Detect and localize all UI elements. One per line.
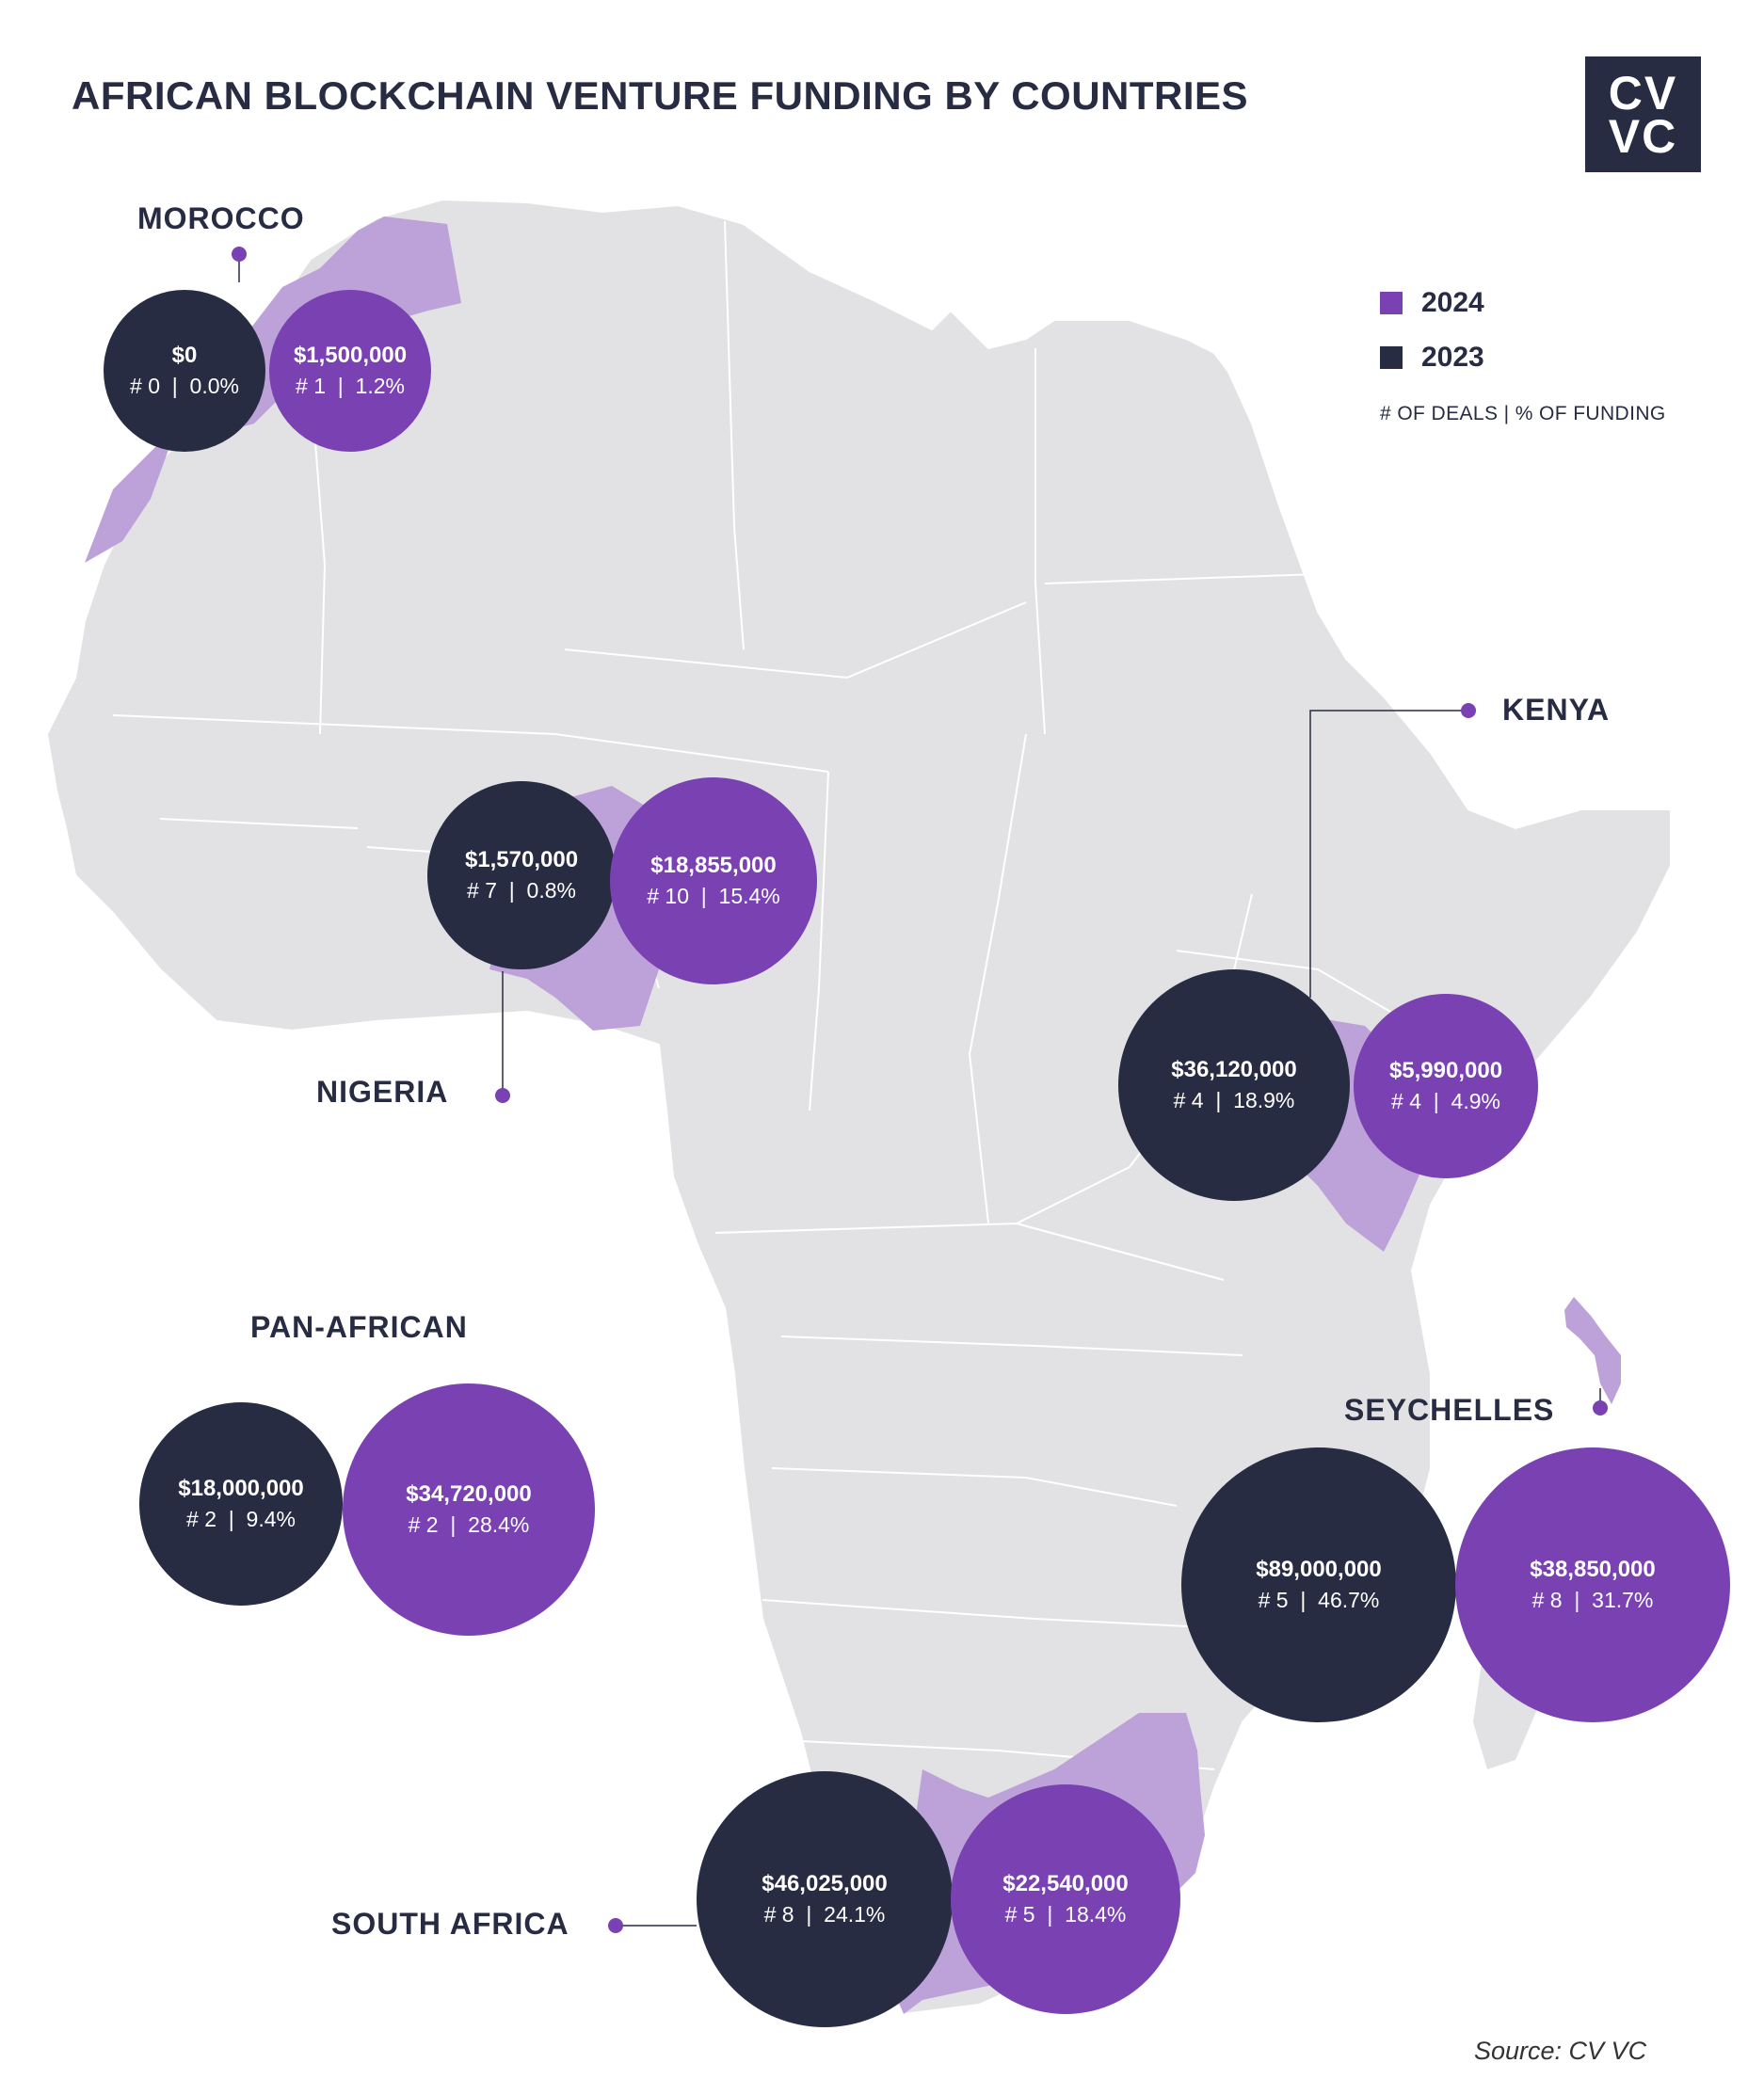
seychelles-dot xyxy=(1593,1400,1608,1415)
morocco-2023-bubble: $0 # 0 | 0.0% xyxy=(104,290,265,452)
legend-note: # OF DEALS | % OF FUNDING xyxy=(1380,403,1666,424)
nigeria-2023-meta: # 7 | 0.8% xyxy=(467,878,576,903)
kenya-2024-bubble: $5,990,000 # 4 | 4.9% xyxy=(1354,994,1538,1178)
south-africa-2023-meta: # 8 | 24.1% xyxy=(763,1902,886,1927)
pan-african-2023-share: 9.4% xyxy=(246,1507,296,1531)
kenya-2023-deals: # 4 xyxy=(1173,1088,1204,1112)
south-africa-2024-deals: # 5 xyxy=(1004,1902,1035,1927)
nigeria-2023-bubble: $1,570,000 # 7 | 0.8% xyxy=(427,781,616,969)
morocco-2024-deals: # 1 xyxy=(296,374,326,398)
nigeria-2023-deals: # 7 xyxy=(467,878,497,903)
seychelles-2024-meta: # 8 | 31.7% xyxy=(1531,1588,1654,1612)
nigeria-2024-share: 15.4% xyxy=(718,884,780,908)
pan-african-2023-meta: # 2 | 9.4% xyxy=(186,1507,296,1531)
page-title: AFRICAN BLOCKCHAIN VENTURE FUNDING BY CO… xyxy=(72,73,1249,118)
pan-african-2024-share: 28.4% xyxy=(468,1512,530,1537)
kenya-2024-deals: # 4 xyxy=(1391,1089,1421,1113)
pan-african-2023-bubble: $18,000,000 # 2 | 9.4% xyxy=(139,1402,343,1606)
seychelles-2024-bubble: $38,850,000 # 8 | 31.7% xyxy=(1455,1447,1730,1722)
morocco-2024-meta: # 1 | 1.2% xyxy=(296,374,405,398)
morocco-2023-deals: # 0 xyxy=(130,374,160,398)
seychelles-shape xyxy=(1564,1297,1621,1404)
country-label-morocco: MOROCCO xyxy=(137,201,305,235)
south-africa-2024-share: 18.4% xyxy=(1065,1902,1127,1927)
morocco-2023-amount: $0 xyxy=(171,343,198,368)
south-africa-2023-amount: $46,025,000 xyxy=(762,1871,888,1896)
seychelles-2024-deals: # 8 xyxy=(1531,1588,1563,1612)
country-label-kenya: KENYA xyxy=(1502,693,1611,727)
nigeria-2024-deals: # 10 xyxy=(647,884,689,908)
kenya-2023-bubble: $36,120,000 # 4 | 18.9% xyxy=(1118,969,1350,1201)
morocco-2024-share: 1.2% xyxy=(355,374,405,398)
nigeria-2024-meta: # 10 | 15.4% xyxy=(647,884,780,908)
logo-line-1: CV xyxy=(1608,66,1678,120)
country-label-south-africa: SOUTH AFRICA xyxy=(331,1907,569,1941)
morocco-2024-amount: $1,500,000 xyxy=(293,343,408,368)
kenya-2024-meta: # 4 | 4.9% xyxy=(1391,1089,1500,1113)
seychelles-2023-amount: $89,000,000 xyxy=(1256,1557,1382,1582)
country-label-nigeria: NIGERIA xyxy=(316,1075,449,1109)
south-africa-2024-amount: $22,540,000 xyxy=(1002,1871,1129,1896)
nigeria-2023-amount: $1,570,000 xyxy=(464,847,579,872)
seychelles-2023-share: 46.7% xyxy=(1318,1588,1380,1612)
legend-label-2024: 2024 xyxy=(1421,287,1484,318)
south-africa-2024-meta: # 5 | 18.4% xyxy=(1004,1902,1127,1927)
legend-label-2023: 2023 xyxy=(1421,342,1484,373)
pan-african-2024-bubble: $34,720,000 # 2 | 28.4% xyxy=(343,1383,595,1636)
pan-african-2023-amount: $18,000,000 xyxy=(178,1476,304,1501)
seychelles-2023-deals: # 5 xyxy=(1258,1588,1289,1612)
country-label-seychelles: SEYCHELLES xyxy=(1344,1393,1555,1427)
south-africa-2023-share: 24.1% xyxy=(824,1902,886,1927)
legend-swatch-2023 xyxy=(1380,346,1403,369)
legend-swatch-2024 xyxy=(1380,292,1403,314)
south-africa-dot xyxy=(608,1918,623,1933)
nigeria-2023-share: 0.8% xyxy=(526,878,576,903)
cvvc-logo: CV VC xyxy=(1585,56,1701,172)
pan-african-2024-deals: # 2 xyxy=(408,1512,439,1537)
morocco-2023-share: 0.0% xyxy=(189,374,239,398)
legend-item-2024: 2024 xyxy=(1380,287,1484,318)
kenya-dot xyxy=(1461,703,1476,718)
seychelles-2023-meta: # 5 | 46.7% xyxy=(1258,1588,1380,1612)
pan-african-2024-amount: $34,720,000 xyxy=(406,1481,532,1507)
south-africa-2023-deals: # 8 xyxy=(763,1902,794,1927)
kenya-2023-amount: $36,120,000 xyxy=(1171,1057,1297,1082)
morocco-2024-bubble: $1,500,000 # 1 | 1.2% xyxy=(269,290,431,452)
leader-dots xyxy=(232,247,1608,1933)
nigeria-dot xyxy=(495,1088,510,1103)
kenya-2023-share: 18.9% xyxy=(1233,1088,1295,1112)
morocco-dot xyxy=(232,247,247,262)
south-africa-2024-bubble: $22,540,000 # 5 | 18.4% xyxy=(951,1784,1180,2014)
kenya-2024-share: 4.9% xyxy=(1451,1089,1500,1113)
legend-item-2023: 2023 xyxy=(1380,342,1484,373)
pan-african-2023-deals: # 2 xyxy=(186,1507,216,1531)
seychelles-2023-bubble: $89,000,000 # 5 | 46.7% xyxy=(1181,1447,1456,1722)
pan-african-2024-meta: # 2 | 28.4% xyxy=(408,1512,530,1537)
seychelles-2024-share: 31.7% xyxy=(1592,1588,1654,1612)
logo-line-2: VC xyxy=(1608,109,1678,163)
south-africa-2023-bubble: $46,025,000 # 8 | 24.1% xyxy=(697,1771,953,2027)
nigeria-2024-bubble: $18,855,000 # 10 | 15.4% xyxy=(610,777,817,984)
country-label-pan-african: PAN-AFRICAN xyxy=(250,1310,468,1344)
seychelles-2024-amount: $38,850,000 xyxy=(1530,1557,1656,1582)
nigeria-2024-amount: $18,855,000 xyxy=(650,853,777,878)
source-note: Source: CV VC xyxy=(1474,2037,1647,2065)
morocco-2023-meta: # 0 | 0.0% xyxy=(130,374,239,398)
kenya-2024-amount: $5,990,000 xyxy=(1388,1058,1503,1083)
legend: 2024 2023 xyxy=(1380,287,1484,397)
kenya-leader xyxy=(1309,710,1467,998)
kenya-2023-meta: # 4 | 18.9% xyxy=(1173,1088,1295,1112)
